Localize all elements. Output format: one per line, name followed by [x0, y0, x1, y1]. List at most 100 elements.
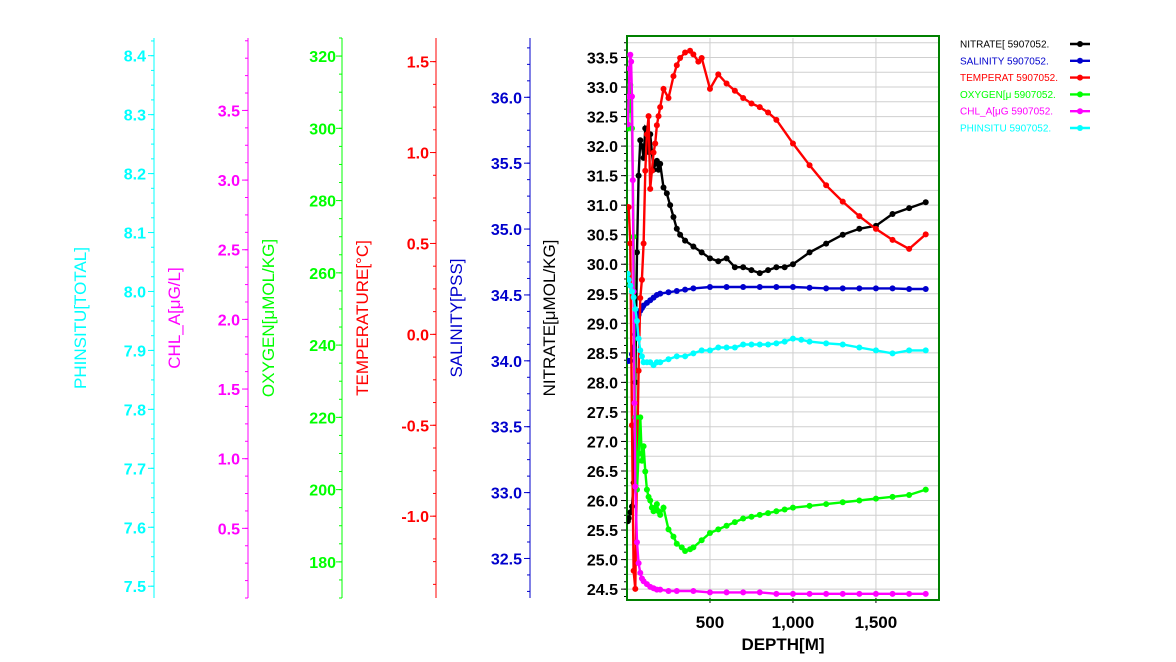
data-point: [627, 51, 634, 58]
tick-label: 26.0: [587, 494, 618, 511]
data-point: [638, 353, 645, 360]
tick-label: 34.5: [491, 288, 522, 305]
series-temperature: [627, 47, 929, 592]
left-axes: 7.5 7.6 7.7 7.8 7.9 8.0 8.1 8.2 8.3 8.4 PHINSITU[T…: [71, 37, 897, 654]
tick-label: 7.7: [124, 461, 146, 478]
data-point: [635, 450, 642, 457]
data-point: [839, 231, 846, 238]
data-point: [781, 506, 788, 513]
data-point: [673, 62, 680, 69]
data-point: [660, 184, 667, 191]
data-point: [740, 515, 747, 522]
data-point: [673, 353, 680, 360]
tick-label: 30.0: [587, 257, 618, 274]
data-point: [635, 172, 642, 179]
data-point: [665, 356, 672, 363]
data-point: [756, 270, 763, 277]
data-point: [657, 290, 664, 297]
data-point: [781, 338, 788, 345]
data-point: [740, 589, 747, 596]
data-point: [806, 162, 813, 169]
data-point: [922, 347, 929, 354]
data-point: [650, 149, 657, 156]
data-point: [690, 544, 697, 551]
tick-label: 27.5: [587, 405, 618, 422]
y-axis-chl: 0.5 1.0 1.5 2.0 2.5 3.0 3.5 CHL_A[μG/L]: [165, 38, 249, 599]
tick-label: 7.5: [124, 579, 146, 596]
x-axis-title: DEPTH[M]: [741, 635, 824, 654]
tick-label: 24.5: [587, 582, 618, 599]
series-phinsitu: [627, 270, 929, 369]
legend-swatch-marker: [1077, 108, 1083, 115]
data-point: [627, 515, 632, 522]
tick-label: 7.6: [124, 520, 146, 537]
data-point: [872, 590, 879, 597]
plot-frame: [626, 35, 940, 601]
data-point: [657, 160, 664, 167]
data-point: [740, 264, 747, 271]
tick-label: 29.5: [587, 287, 618, 304]
data-point: [839, 590, 846, 597]
tick-label: 28.0: [587, 375, 618, 392]
data-point: [889, 236, 896, 243]
data-point: [740, 95, 747, 101]
data-point: [640, 240, 647, 247]
data-point: [637, 347, 644, 354]
legend-swatch-marker: [1077, 91, 1083, 98]
series-oxygen: [627, 81, 929, 555]
axis-title-salinity: SALINITY[PSS]: [447, 258, 466, 377]
data-point: [773, 116, 780, 123]
data-point: [715, 526, 722, 533]
data-point: [731, 519, 738, 526]
data-point: [922, 231, 929, 238]
data-point: [723, 344, 730, 351]
data-point: [631, 399, 638, 406]
tick-label: 0.0: [407, 327, 429, 344]
data-point: [635, 367, 642, 374]
data-point: [627, 65, 633, 72]
axis-title-temperature: TEMPERATURE[°C]: [353, 240, 372, 396]
data-point: [647, 497, 654, 504]
data-point: [756, 284, 763, 291]
data-point: [789, 504, 796, 511]
data-point: [823, 340, 830, 347]
data-point: [628, 93, 635, 100]
data-point: [657, 104, 664, 111]
data-point: [670, 213, 677, 220]
data-point: [627, 270, 631, 277]
data-point: [839, 499, 846, 506]
y-axis-temperature: -1.0 -0.5 0.0 0.5 1.0 1.5 TEMPERATURE[°C]: [353, 38, 437, 598]
tick-label: 33.0: [587, 80, 618, 97]
data-point: [839, 198, 846, 205]
grid: [627, 38, 939, 598]
data-point: [690, 285, 697, 292]
series-line-oxygen: [627, 84, 927, 553]
data-point: [682, 548, 689, 555]
data-point: [906, 590, 913, 597]
series-nitrate: [627, 124, 929, 525]
data-point: [706, 284, 713, 291]
tick-label: 300: [309, 121, 336, 138]
data-point: [773, 508, 780, 515]
data-point: [856, 497, 863, 504]
data-point: [660, 504, 667, 511]
data-point: [839, 341, 846, 348]
data-point: [906, 205, 913, 212]
data-point: [906, 347, 913, 354]
data-point: [723, 80, 730, 87]
data-point: [715, 344, 722, 351]
data-point: [748, 341, 755, 348]
tick-label: 33.5: [491, 420, 522, 437]
data-point: [906, 245, 913, 252]
data-point: [806, 249, 813, 256]
data-point: [632, 306, 639, 313]
data-point: [643, 131, 650, 138]
data-point: [665, 289, 672, 296]
data-point: [698, 249, 705, 256]
tick-label: -0.5: [401, 418, 429, 435]
tick-label: 1.0: [218, 452, 240, 469]
data-point: [706, 85, 713, 92]
y-axis-salinity: 32.5 33.0 33.5 34.0 34.5 35.0 35.5 36.0 SALINITY…: [447, 38, 531, 598]
tick-label: 220: [309, 410, 336, 427]
series-line-salinity: [627, 285, 926, 362]
